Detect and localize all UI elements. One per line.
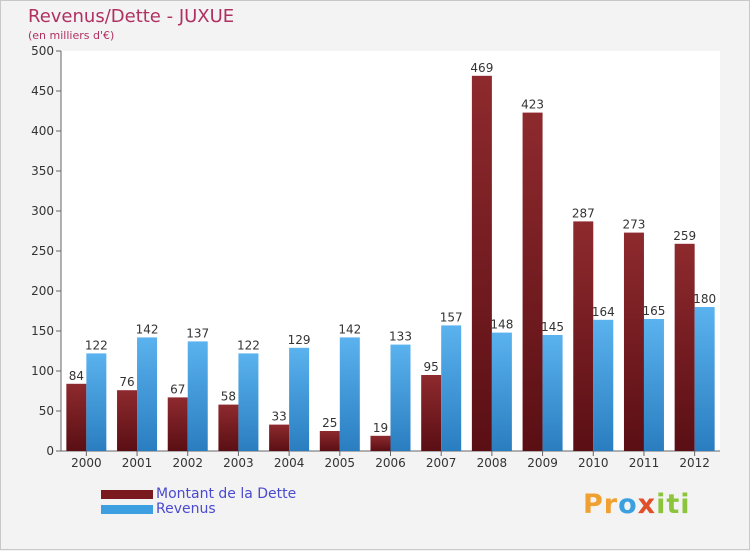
data-label-revenus: 129 [288,333,311,347]
bar-dette [66,383,87,451]
data-label-revenus: 157 [440,310,463,324]
proxiti-logo: Proxiti [583,489,691,520]
bar-revenus [593,319,614,451]
bar-revenus [339,337,360,451]
data-label-dette: 423 [521,98,544,112]
data-label-dette: 58 [221,390,236,404]
data-label-dette: 33 [271,410,286,424]
bar-revenus [187,341,208,451]
x-tick-label: 2006 [375,456,406,470]
bar-revenus [238,353,259,451]
data-label-revenus: 164 [592,305,615,319]
bar-revenus [86,353,107,451]
bar-revenus [542,335,563,451]
y-tick-label: 450 [31,84,54,98]
bar-dette [269,424,290,451]
bar-revenus [694,307,715,451]
bar-revenus [643,319,664,451]
bar-dette [421,375,442,451]
data-label-revenus: 142 [136,322,159,336]
x-tick-label: 2009 [527,456,558,470]
data-label-revenus: 148 [490,318,513,332]
x-tick-label: 2007 [426,456,457,470]
data-label-dette: 76 [119,375,134,389]
bar-dette [218,404,239,451]
legend-swatch-dette [101,490,153,499]
data-label-revenus: 122 [85,338,108,352]
x-tick-label: 2000 [71,456,102,470]
data-label-dette: 259 [673,229,696,243]
bar-dette [167,397,188,451]
data-label-dette: 287 [572,206,595,220]
bar-dette [674,243,695,451]
y-tick-label: 150 [31,324,54,338]
y-tick-label: 100 [31,364,54,378]
data-label-dette: 19 [373,421,388,435]
bar-dette [117,390,138,451]
bar-revenus [441,325,462,451]
data-label-revenus: 133 [389,330,412,344]
data-label-revenus: 142 [338,322,361,336]
bar-dette [522,112,543,451]
bar-dette [623,232,644,451]
bar-revenus [137,337,158,451]
y-tick-label: 400 [31,124,54,138]
y-tick-label: 250 [31,244,54,258]
data-label-dette: 469 [470,61,493,75]
x-tick-label: 2001 [122,456,153,470]
bar-dette [573,221,594,451]
bar-dette [471,75,492,452]
y-tick-label: 200 [31,284,54,298]
x-tick-label: 2005 [325,456,356,470]
bar-revenus [390,344,411,451]
chart-subtitle: (en milliers d'€) [28,29,115,42]
data-label-dette: 273 [623,218,646,232]
x-tick-label: 2011 [629,456,660,470]
legend-label-dette: Montant de la Dette [156,486,297,502]
x-tick-label: 2004 [274,456,305,470]
bar-dette [370,435,391,451]
data-label-dette: 25 [322,416,337,430]
x-tick-label: 2010 [578,456,609,470]
bar-revenus [491,332,512,451]
y-tick-label: 0 [46,444,54,458]
y-tick-label: 50 [39,404,54,418]
bar-dette [319,431,340,451]
chart-title: Revenus/Dette - JUXUE [28,6,235,27]
x-tick-label: 2002 [172,456,203,470]
data-label-revenus: 145 [541,320,564,334]
data-label-revenus: 137 [186,326,209,340]
data-label-dette: 95 [424,360,439,374]
y-tick-label: 500 [31,44,54,58]
data-label-revenus: 122 [237,338,260,352]
data-label-revenus: 180 [693,292,716,306]
legend-label-revenus: Revenus [156,501,216,517]
data-label-dette: 67 [170,382,185,396]
data-label-revenus: 165 [643,304,666,318]
x-tick-label: 2012 [679,456,710,470]
data-label-dette: 84 [69,369,84,383]
y-tick-label: 350 [31,164,54,178]
x-tick-label: 2003 [223,456,254,470]
x-tick-label: 2008 [477,456,508,470]
legend-swatch-revenus [101,505,153,514]
bar-revenus [289,347,310,451]
y-tick-label: 300 [31,204,54,218]
